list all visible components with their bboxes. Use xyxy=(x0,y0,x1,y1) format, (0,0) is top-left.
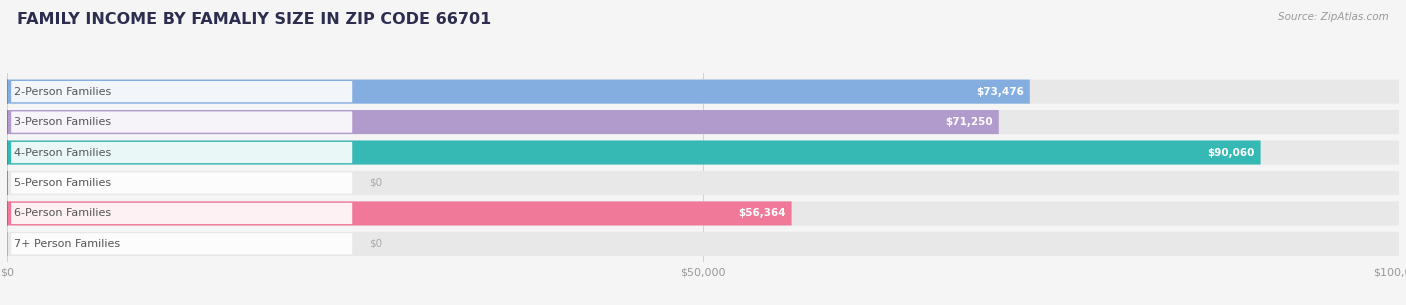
Text: $56,364: $56,364 xyxy=(738,208,786,218)
Text: 4-Person Families: 4-Person Families xyxy=(14,148,111,157)
FancyBboxPatch shape xyxy=(7,141,1399,165)
FancyBboxPatch shape xyxy=(7,201,1399,225)
FancyBboxPatch shape xyxy=(7,110,998,134)
Text: 7+ Person Families: 7+ Person Families xyxy=(14,239,120,249)
Text: $90,060: $90,060 xyxy=(1208,148,1256,157)
FancyBboxPatch shape xyxy=(11,111,353,133)
Text: $0: $0 xyxy=(368,239,382,249)
FancyBboxPatch shape xyxy=(7,80,1399,104)
FancyBboxPatch shape xyxy=(7,232,1399,256)
FancyBboxPatch shape xyxy=(7,141,1261,165)
FancyBboxPatch shape xyxy=(11,81,353,102)
Text: 6-Person Families: 6-Person Families xyxy=(14,208,111,218)
FancyBboxPatch shape xyxy=(7,171,1399,195)
Text: Source: ZipAtlas.com: Source: ZipAtlas.com xyxy=(1278,12,1389,22)
FancyBboxPatch shape xyxy=(7,110,1399,134)
Text: 5-Person Families: 5-Person Families xyxy=(14,178,111,188)
Text: $73,476: $73,476 xyxy=(976,87,1024,97)
FancyBboxPatch shape xyxy=(11,172,353,194)
Text: FAMILY INCOME BY FAMALIY SIZE IN ZIP CODE 66701: FAMILY INCOME BY FAMALIY SIZE IN ZIP COD… xyxy=(17,12,491,27)
FancyBboxPatch shape xyxy=(11,203,353,224)
FancyBboxPatch shape xyxy=(7,80,1029,104)
FancyBboxPatch shape xyxy=(11,233,353,254)
FancyBboxPatch shape xyxy=(7,201,792,225)
Text: 3-Person Families: 3-Person Families xyxy=(14,117,111,127)
FancyBboxPatch shape xyxy=(11,142,353,163)
Text: 2-Person Families: 2-Person Families xyxy=(14,87,111,97)
Text: $71,250: $71,250 xyxy=(946,117,993,127)
Text: $0: $0 xyxy=(368,178,382,188)
